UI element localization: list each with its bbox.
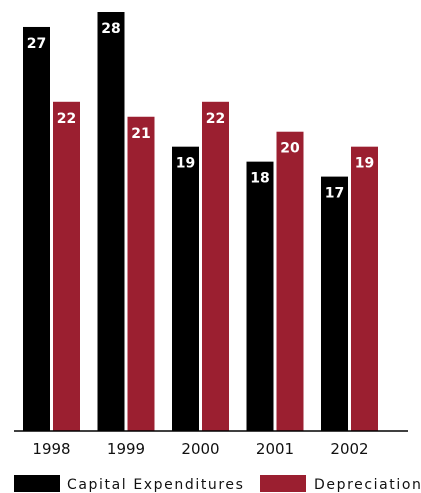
bar-depreciation-2002 [351,146,378,431]
bar-depreciation-2000 [202,101,229,432]
legend-label-capital-expenditures: Capital Expenditures [67,477,245,493]
value-label-capital-expenditures-1999: 28 [101,21,120,37]
x-tick-labels: 1998 1999 2000 2001 2002 [32,440,368,458]
value-label-depreciation-2002: 19 [355,156,374,172]
bar-capital-expenditures-1999 [97,12,125,431]
bar-depreciation-1998 [53,101,80,432]
value-label-capital-expenditures-2002: 17 [325,186,344,202]
bar-capital-expenditures-2002 [321,176,348,431]
x-tick-label-1999: 1999 [107,440,145,458]
value-label-depreciation-1999: 21 [131,126,150,142]
value-label-depreciation-2000: 22 [206,111,225,127]
bars-group [23,12,378,432]
legend-label-depreciation: Depreciation [314,477,421,493]
x-tick-label-2000: 2000 [181,440,219,458]
value-labels-group: 27 22 28 21 19 22 18 20 17 19 [27,21,374,202]
bar-capital-expenditures-1998 [23,26,50,431]
value-label-capital-expenditures-1998: 27 [27,36,46,52]
legend-swatch-depreciation [260,475,306,492]
value-label-capital-expenditures-2001: 18 [250,171,269,187]
legend-swatch-capital-expenditures [14,475,60,492]
bar-capital-expenditures-2000 [172,146,199,431]
bar-depreciation-1999 [127,116,155,431]
value-label-capital-expenditures-2000: 19 [176,156,195,172]
x-tick-label-2002: 2002 [330,440,368,458]
value-label-depreciation-2001: 20 [280,141,300,157]
x-tick-label-1998: 1998 [32,440,70,458]
x-tick-label-2001: 2001 [256,440,294,458]
bar-depreciation-2001 [276,131,304,431]
bar-capital-expenditures-2001 [246,161,274,431]
legend: Capital Expenditures Depreciation [14,475,421,493]
value-label-depreciation-1998: 22 [57,111,76,127]
